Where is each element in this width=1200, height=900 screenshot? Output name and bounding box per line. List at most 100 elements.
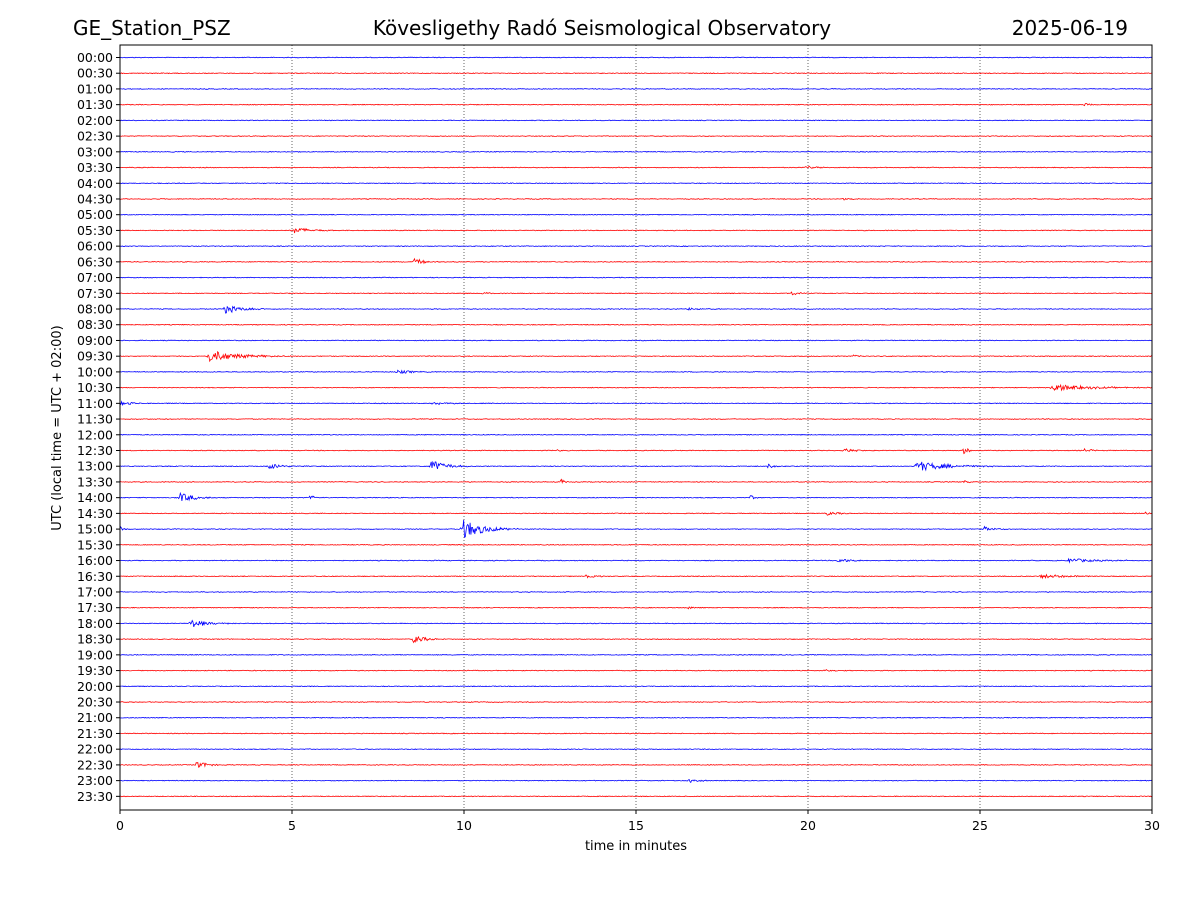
y-tick-label: 17:00: [77, 584, 113, 599]
y-tick-label: 00:00: [77, 50, 113, 65]
y-tick-label: 19:30: [77, 663, 113, 678]
y-tick-label: 12:00: [77, 427, 113, 442]
y-tick-label: 22:30: [77, 757, 113, 772]
y-tick-label: 00:30: [77, 66, 113, 81]
y-tick-label: 19:00: [77, 647, 113, 662]
trace-row-0330: [119, 165, 1153, 169]
y-tick-label: 04:30: [77, 191, 113, 206]
y-tick-label: 14:00: [77, 490, 113, 505]
trace-row-2130: [119, 732, 1152, 735]
trace-row-2230: [119, 761, 1153, 768]
y-tick-label: 10:30: [77, 380, 113, 395]
trace-row-1300: [120, 460, 1153, 472]
trace-row-1400: [119, 491, 1152, 502]
trace-row-1800: [119, 619, 1152, 628]
y-tick-label: 16:30: [77, 569, 113, 584]
y-tick-label: 12:30: [77, 443, 113, 458]
y-tick-label: 03:30: [77, 160, 113, 175]
trace-row-0400: [119, 182, 1153, 185]
observatory-title: Kövesligethy Radó Seismological Observat…: [373, 16, 831, 40]
station-title: GE_Station_PSZ: [73, 16, 231, 40]
trace-row-1530: [119, 543, 1153, 546]
y-tick-label: 17:30: [77, 600, 113, 615]
trace-row-2300: [120, 778, 1153, 784]
trace-row-1200: [119, 433, 1153, 436]
trace-row-1000: [119, 369, 1152, 374]
trace-row-1600: [119, 557, 1153, 564]
trace-row-2200: [119, 748, 1152, 750]
y-tick-label: 20:30: [77, 695, 113, 710]
y-tick-label: 09:00: [77, 333, 113, 348]
trace-row-0030: [119, 72, 1152, 75]
trace-row-1430: [119, 511, 1153, 516]
x-tick-label: 0: [116, 818, 124, 833]
y-tick-label: 11:00: [77, 396, 113, 411]
x-tick-label: 25: [972, 818, 988, 833]
trace-row-2000: [119, 685, 1153, 688]
y-tick-label: 03:00: [77, 144, 113, 159]
trace-row-0300: [119, 150, 1152, 153]
y-tick-label: 18:30: [77, 632, 113, 647]
trace-row-1830: [119, 635, 1153, 644]
y-tick-label: 15:00: [77, 522, 113, 537]
x-tick-label: 5: [288, 818, 296, 833]
y-tick-label: 11:30: [77, 412, 113, 427]
y-tick-label: 04:00: [77, 176, 113, 191]
y-tick-label: 02:30: [77, 129, 113, 144]
y-tick-label: 08:30: [77, 317, 113, 332]
y-tick-label: 23:00: [77, 773, 113, 788]
y-tick-label: 06:30: [77, 254, 113, 269]
trace-row-2030: [119, 701, 1152, 703]
trace-row-0230: [120, 135, 1153, 137]
trace-row-1330: [119, 478, 1153, 485]
trace-row-0930: [119, 350, 1153, 363]
seismic-traces: [119, 56, 1153, 798]
y-tick-label: 13:30: [77, 474, 113, 489]
trace-row-0730: [119, 291, 1153, 296]
y-axis-label: UTC (local time = UTC + 02:00): [50, 325, 65, 530]
y-tick-label: 14:30: [77, 506, 113, 521]
y-tick-label: 21:00: [77, 710, 113, 725]
trace-row-0530: [120, 227, 1152, 234]
trace-row-0630: [119, 257, 1153, 265]
y-tick-label: 15:30: [77, 537, 113, 552]
x-tick-label: 30: [1144, 818, 1160, 833]
trace-row-2330: [120, 795, 1153, 798]
trace-row-0900: [120, 339, 1153, 342]
y-axis-ticks: 00:0000:3001:0001:3002:0002:3003:0003:30…: [77, 50, 120, 804]
x-tick-label: 20: [800, 818, 816, 833]
y-tick-label: 05:30: [77, 223, 113, 238]
y-tick-label: 16:00: [77, 553, 113, 568]
trace-row-1230: [119, 447, 1153, 455]
y-tick-label: 01:30: [77, 97, 113, 112]
y-tick-label: 05:00: [77, 207, 113, 222]
trace-row-0130: [119, 103, 1153, 107]
trace-row-1100: [119, 400, 1153, 407]
trace-row-0800: [119, 305, 1152, 314]
trace-row-0100: [120, 88, 1152, 90]
y-tick-label: 21:30: [77, 726, 113, 741]
trace-row-0700: [119, 276, 1153, 279]
trace-row-1700: [119, 591, 1153, 593]
trace-row-1930: [119, 669, 1153, 672]
y-tick-label: 10:00: [77, 364, 113, 379]
y-tick-label: 22:00: [77, 742, 113, 757]
y-tick-label: 23:30: [77, 789, 113, 804]
trace-row-0500: [119, 213, 1153, 216]
y-tick-label: 07:30: [77, 286, 113, 301]
y-tick-label: 01:00: [77, 81, 113, 96]
y-tick-label: 07:00: [77, 270, 113, 285]
x-tick-label: 15: [628, 818, 644, 833]
x-axis-label: time in minutes: [585, 839, 687, 854]
y-tick-label: 09:30: [77, 349, 113, 364]
trace-row-0430: [120, 197, 1152, 201]
date-title: 2025-06-19: [1012, 16, 1128, 40]
trace-row-1130: [119, 418, 1153, 420]
trace-row-2100: [119, 716, 1153, 719]
trace-row-1030: [119, 383, 1153, 392]
y-tick-label: 02:00: [77, 113, 113, 128]
trace-row-1500: [119, 519, 1153, 538]
y-tick-label: 18:00: [77, 616, 113, 631]
